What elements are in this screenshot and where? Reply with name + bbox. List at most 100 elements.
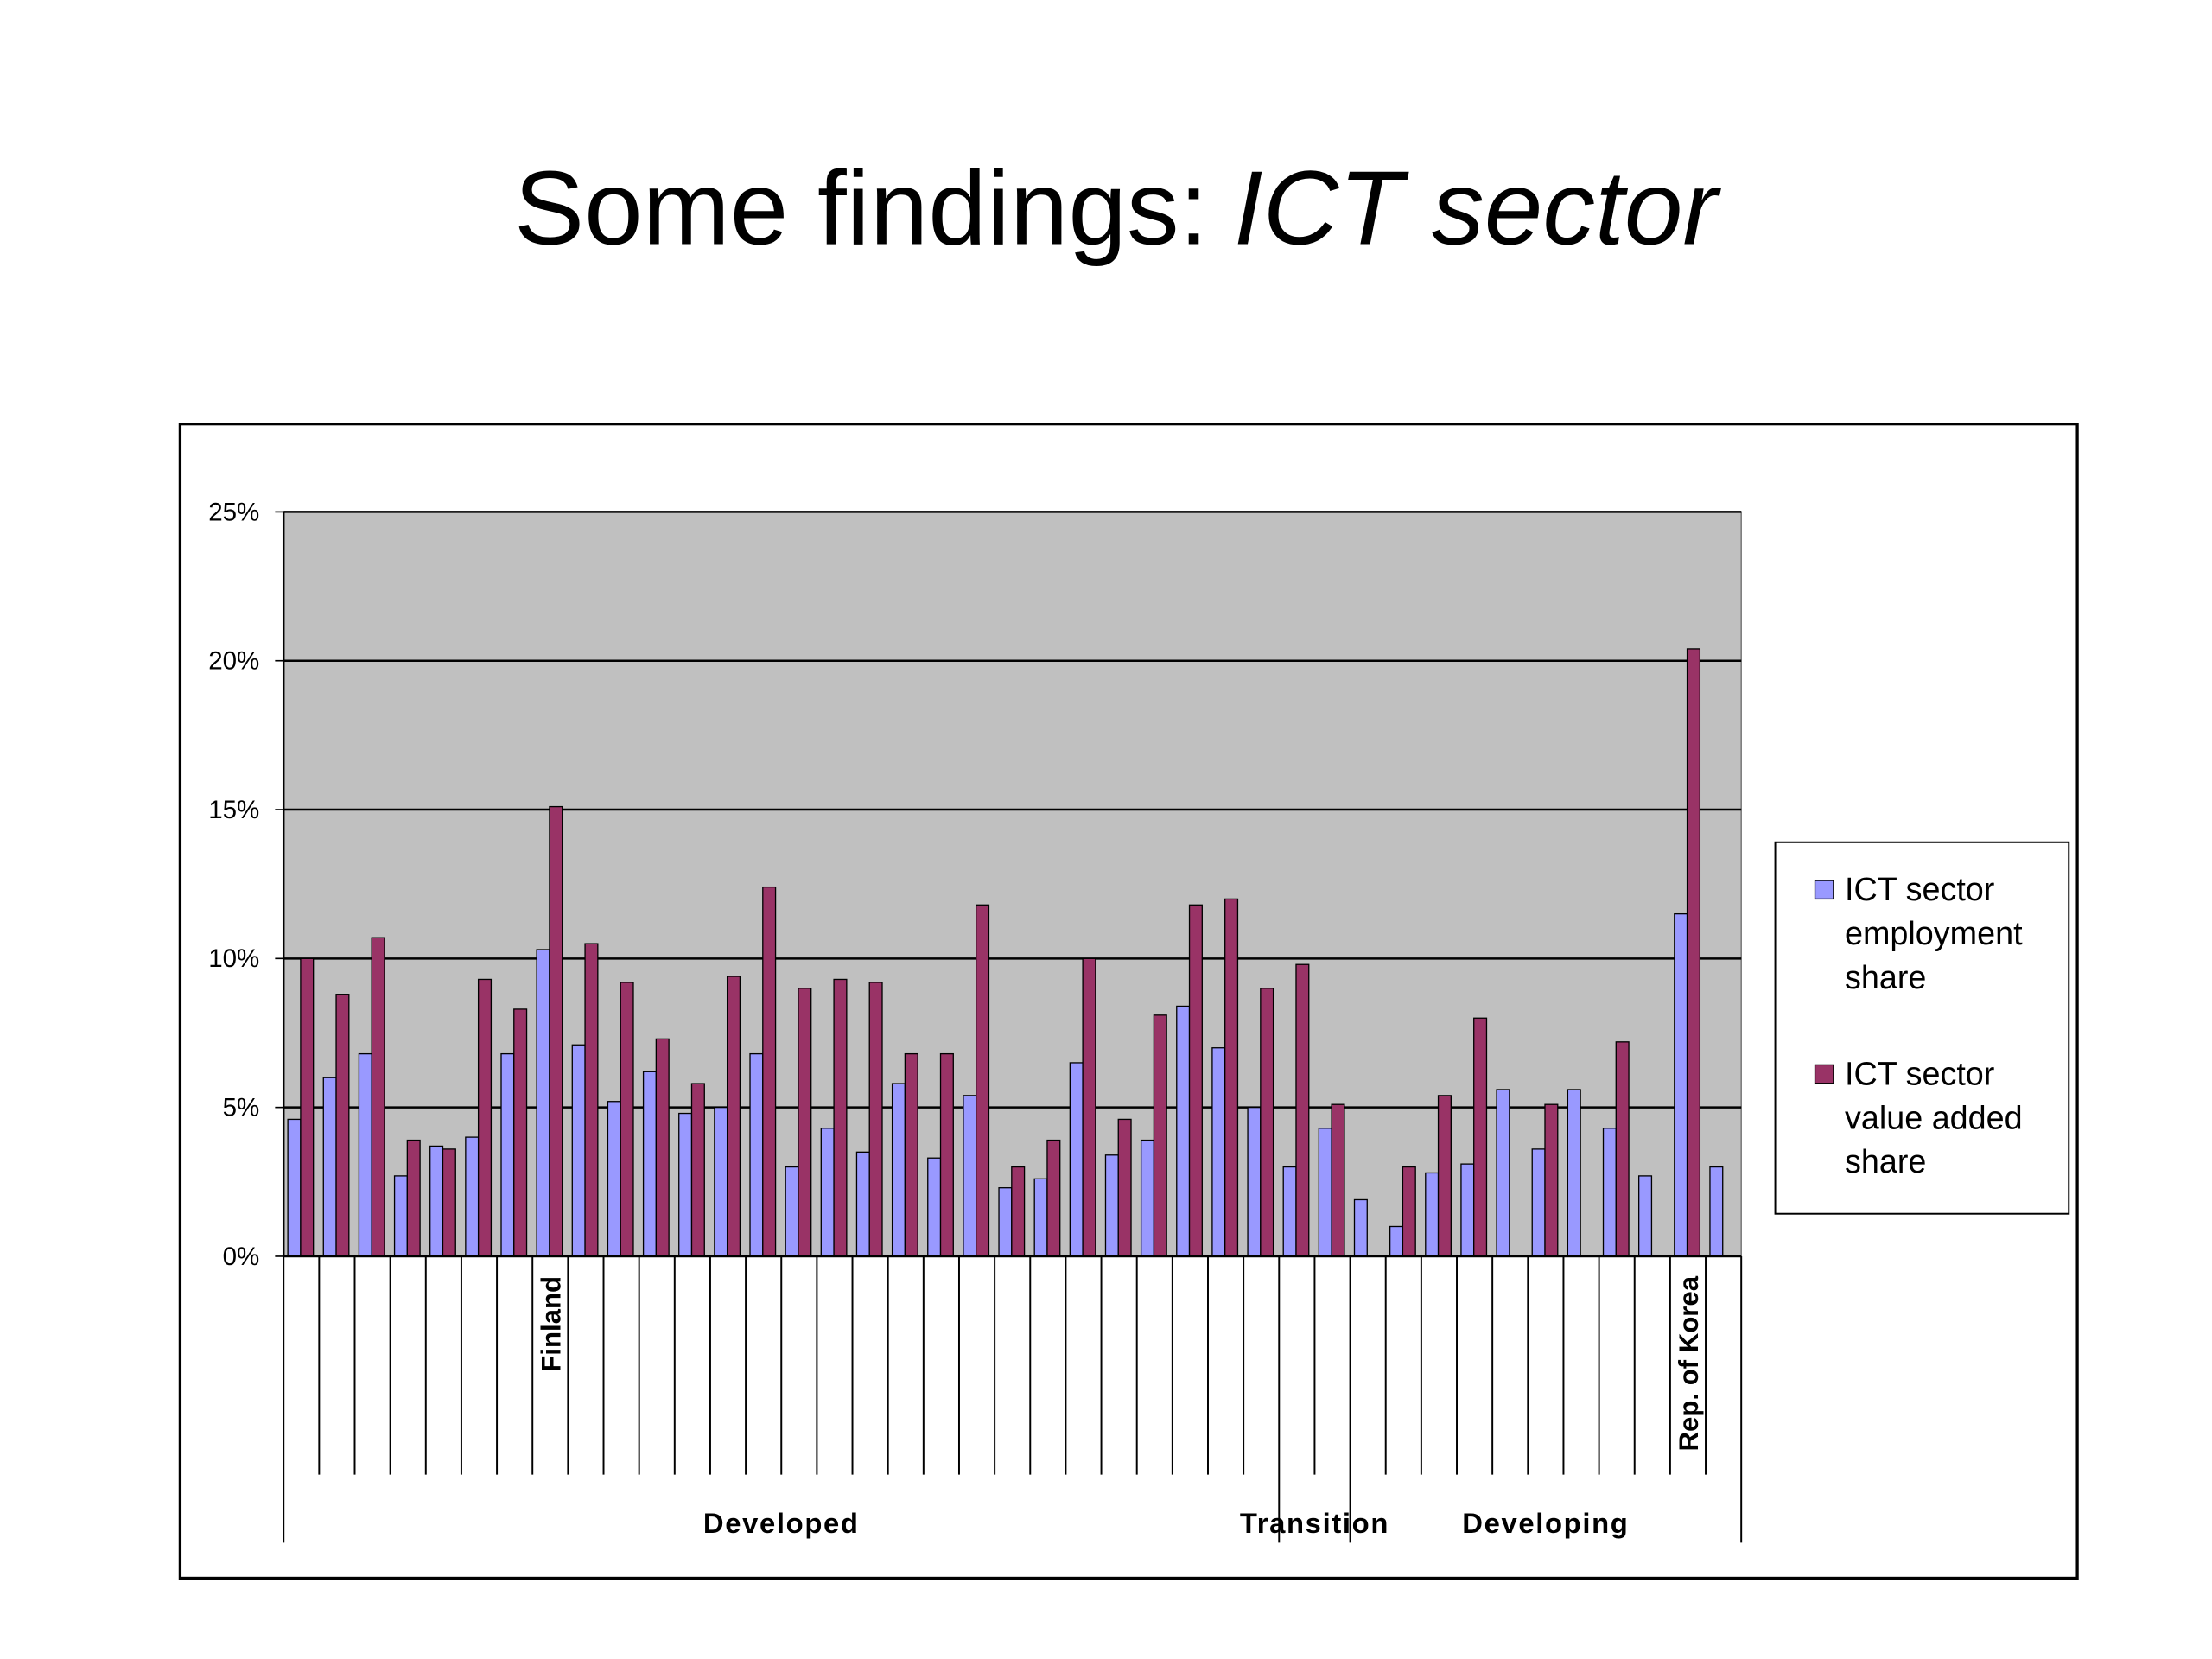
bar xyxy=(998,1187,1013,1257)
bar xyxy=(1033,1178,1048,1257)
y-tick-label: 0% xyxy=(223,1243,260,1271)
bar xyxy=(513,1008,528,1257)
bar xyxy=(1295,963,1310,1257)
legend-swatch xyxy=(1814,880,1834,900)
bar xyxy=(1402,1166,1416,1257)
y-tick-label: 20% xyxy=(208,647,259,676)
bar xyxy=(1437,1095,1452,1257)
legend-swatch xyxy=(1814,1064,1834,1084)
bar xyxy=(798,988,812,1257)
bar xyxy=(749,1052,764,1257)
bar xyxy=(584,943,599,1257)
bar xyxy=(1544,1103,1559,1257)
bar xyxy=(690,1083,705,1257)
legend: ICT sector employment share ICT sector va… xyxy=(1774,841,2070,1215)
bar xyxy=(655,1038,670,1257)
bar xyxy=(1615,1041,1630,1257)
bar xyxy=(1176,1005,1191,1257)
title-emphasis: ICT sector xyxy=(1234,149,1722,266)
bar xyxy=(549,805,563,1257)
legend-entry: ICT sector employment share xyxy=(1844,870,2023,995)
bar xyxy=(1602,1128,1617,1257)
bar xyxy=(1188,904,1203,1257)
bar xyxy=(500,1052,515,1257)
bar xyxy=(855,1151,870,1257)
bar xyxy=(406,1139,421,1257)
bar xyxy=(1082,957,1096,1257)
bar xyxy=(939,1052,954,1257)
bar xyxy=(429,1145,444,1257)
bar xyxy=(1460,1163,1475,1257)
bar xyxy=(726,976,741,1257)
bar xyxy=(358,1052,372,1257)
bar xyxy=(620,982,634,1257)
bar xyxy=(1224,898,1239,1257)
bar xyxy=(1686,648,1701,1257)
bar xyxy=(1709,1166,1724,1257)
bar xyxy=(785,1166,799,1257)
bar xyxy=(335,994,350,1257)
group-label: Developing xyxy=(1462,1507,1629,1539)
bar xyxy=(976,904,990,1257)
bar xyxy=(762,886,777,1257)
group-label: Developed xyxy=(703,1507,860,1539)
bar xyxy=(371,937,385,1257)
bar xyxy=(868,982,883,1257)
bar xyxy=(1674,912,1688,1257)
bar xyxy=(904,1052,918,1257)
title-text: Some findings: xyxy=(514,149,1208,266)
bar xyxy=(1069,1062,1084,1257)
bar xyxy=(1011,1166,1026,1257)
bar xyxy=(678,1112,693,1257)
bar xyxy=(442,1148,456,1257)
bar xyxy=(820,1128,835,1257)
bar xyxy=(1247,1106,1262,1257)
group-label: Transition xyxy=(1240,1507,1389,1539)
bar xyxy=(963,1095,977,1257)
bar xyxy=(1496,1089,1510,1257)
bar xyxy=(1638,1175,1653,1257)
y-tick-label: 5% xyxy=(223,1093,260,1122)
bar xyxy=(300,957,315,1257)
bar xyxy=(1117,1118,1132,1257)
y-tick-label: 25% xyxy=(208,498,259,526)
bar xyxy=(714,1106,728,1257)
bar xyxy=(322,1077,337,1257)
bar xyxy=(1389,1225,1404,1257)
bar xyxy=(607,1101,621,1257)
bar xyxy=(1531,1148,1546,1257)
bar xyxy=(465,1136,480,1257)
bar xyxy=(571,1044,586,1257)
y-tick-label: 15% xyxy=(208,796,259,824)
bar xyxy=(1318,1128,1332,1257)
bar xyxy=(1046,1139,1061,1257)
bar xyxy=(1353,1198,1368,1257)
bar xyxy=(1567,1089,1581,1257)
bar xyxy=(642,1071,658,1257)
bar xyxy=(927,1157,942,1257)
bar xyxy=(891,1083,906,1257)
bar xyxy=(287,1118,302,1257)
legend-entry: ICT sector value added share xyxy=(1844,1054,2023,1180)
x-tick-label: Rep. of Korea xyxy=(1674,1275,1704,1451)
bar xyxy=(833,978,848,1257)
bar xyxy=(1153,1014,1167,1257)
bar xyxy=(393,1175,408,1257)
x-tick-label: Finland xyxy=(536,1276,566,1372)
y-tick-label: 10% xyxy=(208,944,259,973)
legend-label: ICT sector value added share xyxy=(1844,1054,2023,1180)
legend-label: ICT sector employment share xyxy=(1844,870,2023,995)
bar xyxy=(1260,988,1274,1257)
bar xyxy=(1473,1017,1488,1257)
bar xyxy=(1104,1154,1119,1257)
bar xyxy=(536,949,550,1257)
legend-box xyxy=(1774,841,2070,1215)
bar xyxy=(1425,1172,1440,1257)
slide-title: Some findings: ICT sector xyxy=(514,149,1721,266)
bar xyxy=(477,978,493,1257)
bar xyxy=(1331,1103,1345,1257)
bar xyxy=(1211,1047,1226,1257)
bar xyxy=(1140,1139,1155,1257)
bar xyxy=(1282,1166,1297,1257)
